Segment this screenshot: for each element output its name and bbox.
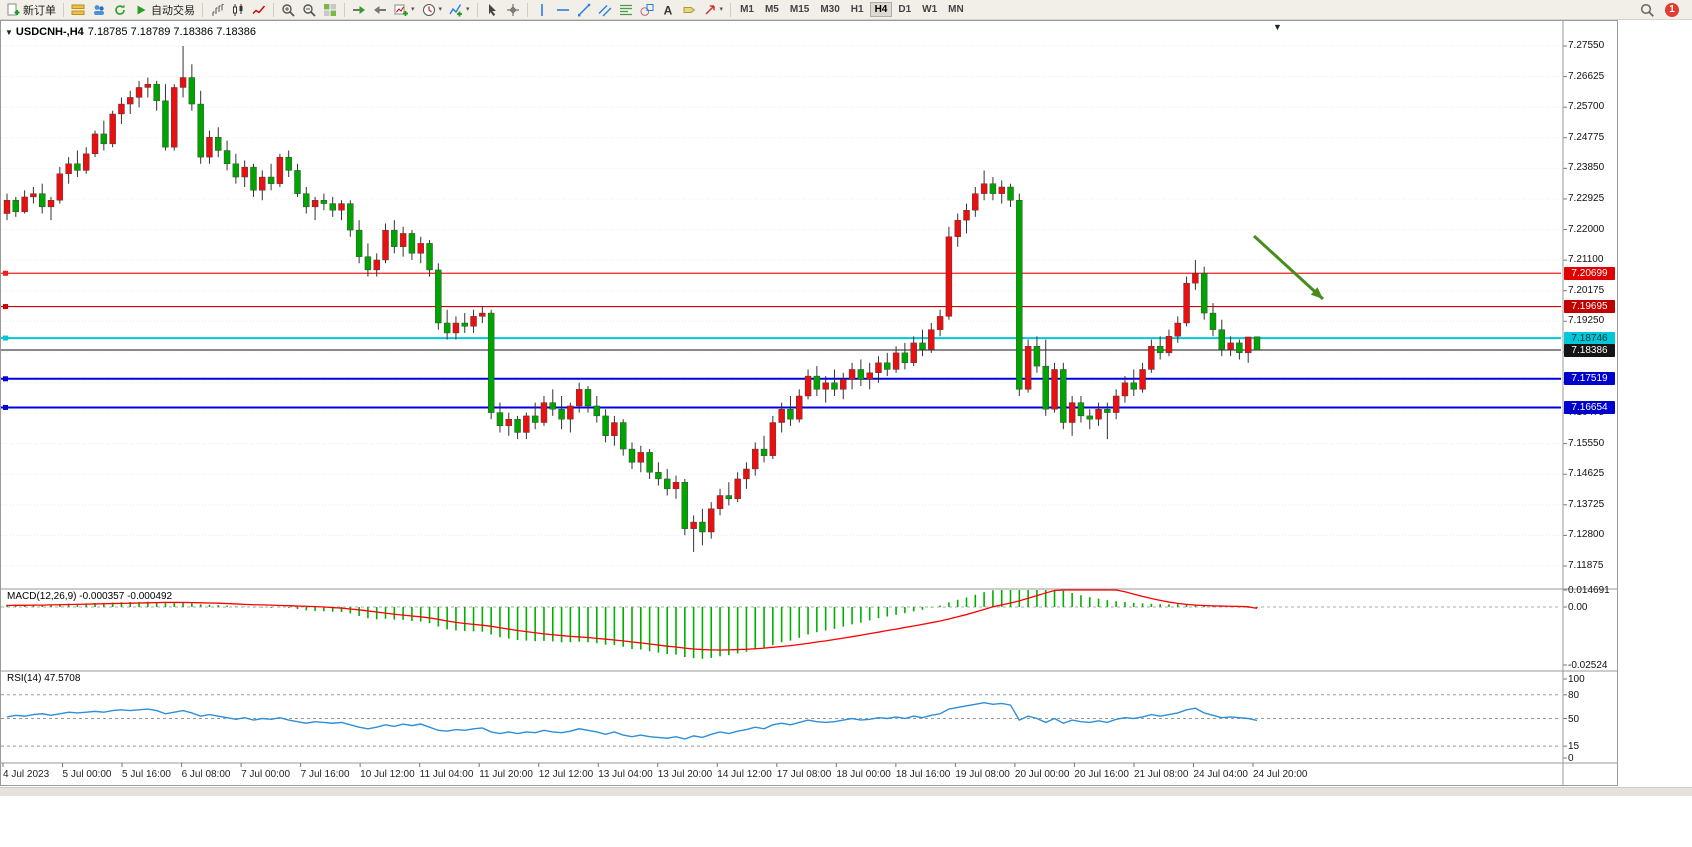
indicator-icon <box>449 3 463 16</box>
vline-icon <box>540 3 543 16</box>
market-watch-button[interactable] <box>89 1 109 19</box>
macd-histogram <box>6 590 1258 659</box>
timeframe-button-d1[interactable]: D1 <box>898 4 912 15</box>
chevron-down-icon: ▾ <box>466 6 470 13</box>
status-bar <box>0 787 1692 796</box>
chevron-down-icon: ▾ <box>411 6 415 13</box>
zoom-out-icon <box>303 3 316 17</box>
cursor-button[interactable] <box>482 1 502 19</box>
indicators-button[interactable]: ▾ <box>446 1 473 19</box>
periods-button[interactable]: ▾ <box>419 1 446 19</box>
rsi-line <box>6 701 1258 740</box>
clock-icon <box>422 3 435 16</box>
search-icon <box>1640 3 1654 17</box>
label-icon <box>683 6 695 13</box>
tiles-icon <box>324 3 336 16</box>
chevron-down-icon: ▾ <box>719 6 724 13</box>
arrows-button[interactable]: ▾ <box>700 1 727 19</box>
new-order-button-label: 新订单 <box>23 4 56 17</box>
people-icon <box>94 4 104 15</box>
toolbar: 新订单 自动交易 ▾ ▾ ▾ A ▾ M1 M5 M15 M30 H1 H4 D1 W1 MN 1 <box>0 0 1692 20</box>
cursor-icon <box>488 3 496 16</box>
toolbar-separator <box>730 2 732 17</box>
candlestick-chart-button[interactable] <box>228 1 248 19</box>
rsi-pane <box>1 694 1561 747</box>
hline-icon <box>556 8 569 11</box>
timeframe-button-mn[interactable]: MN <box>948 4 964 15</box>
new-chart-button[interactable]: ▾ <box>391 1 418 19</box>
chevron-down-icon: ▾ <box>438 6 443 13</box>
annotation-arrow[interactable] <box>1252 234 1325 301</box>
macd-signal-line <box>6 589 1258 651</box>
play-icon <box>137 5 146 14</box>
zoom-out-button[interactable] <box>299 1 319 19</box>
auto-trading-button-label: 自动交易 <box>151 4 195 17</box>
refresh-icon <box>115 4 125 15</box>
line-chart-button[interactable] <box>249 1 269 19</box>
horizontal-line-button[interactable] <box>553 1 573 19</box>
fibonacci-button[interactable] <box>616 1 636 19</box>
zoom-in-button[interactable] <box>278 1 298 19</box>
shapes-button[interactable] <box>637 1 657 19</box>
crosshair-icon <box>506 3 519 16</box>
auto-scroll-button[interactable] <box>349 1 369 19</box>
toolbar-separator <box>273 2 274 17</box>
text-a-icon: A <box>663 3 672 17</box>
crosshair-button[interactable] <box>503 1 523 19</box>
chart-window: ▼ USDCNH-,H4 7.18785 7.18789 7.18386 7.183… <box>0 20 1618 786</box>
fibo-icon <box>619 4 632 15</box>
chart-shift-button[interactable] <box>370 1 390 19</box>
layers-icon <box>71 4 85 15</box>
toolbar-right-cluster: 1 <box>1637 1 1689 19</box>
doc-plus-icon <box>7 3 20 15</box>
chart-canvas <box>1 21 1617 785</box>
timeframe-button-h4[interactable]: H4 <box>869 2 893 17</box>
trend-icon <box>577 3 590 16</box>
candles-icon <box>233 3 243 16</box>
horizontal-lines <box>1 270 1561 410</box>
notification-badge[interactable]: 1 <box>1665 2 1679 17</box>
shapes-icon <box>640 3 654 16</box>
bars-icon <box>212 3 224 16</box>
auto-trading-button[interactable]: 自动交易 <box>131 1 198 19</box>
toolbar-separator <box>476 2 478 17</box>
zoom-in-icon <box>282 3 295 17</box>
price-grid <box>1 45 1561 567</box>
timeframe-button-m15[interactable]: M15 <box>789 4 810 15</box>
bar-chart-button[interactable] <box>207 1 227 19</box>
timeframe-button-w1[interactable]: W1 <box>922 4 938 15</box>
timeframe-button-m5[interactable]: M5 <box>764 4 779 15</box>
new-order-button[interactable]: 新订单 <box>3 1 59 19</box>
toolbar-separator <box>344 2 345 17</box>
profiles-button[interactable] <box>68 1 88 19</box>
time-axis <box>2 763 1254 767</box>
refresh-button[interactable] <box>110 1 130 19</box>
svg-text:A: A <box>663 3 672 17</box>
channel-icon <box>598 4 612 16</box>
arrowstamp-icon <box>705 4 715 15</box>
channel-button[interactable] <box>595 1 615 19</box>
label-button[interactable] <box>679 1 699 19</box>
toolbar-separator <box>526 2 528 17</box>
tile-windows-button[interactable] <box>320 1 340 19</box>
new-chart-icon <box>394 4 408 16</box>
axis-ticks <box>1563 45 1567 759</box>
text-button[interactable]: A <box>658 1 678 19</box>
toolbar-separator <box>202 2 203 17</box>
pane-dividers <box>1 21 1617 785</box>
search-button[interactable] <box>1637 1 1657 19</box>
chartshift-icon <box>374 5 386 14</box>
timeframe-button-m1[interactable]: M1 <box>740 4 754 15</box>
candlestick-series <box>3 46 1261 552</box>
vertical-line-button[interactable] <box>532 1 552 19</box>
timeframe-button-m30[interactable]: M30 <box>820 4 840 15</box>
autoscroll-icon <box>353 5 365 14</box>
linechart-icon <box>252 5 266 14</box>
toolbar-separator <box>63 2 64 17</box>
timeframe-button-h1[interactable]: H1 <box>850 4 864 15</box>
trendline-button[interactable] <box>574 1 594 19</box>
